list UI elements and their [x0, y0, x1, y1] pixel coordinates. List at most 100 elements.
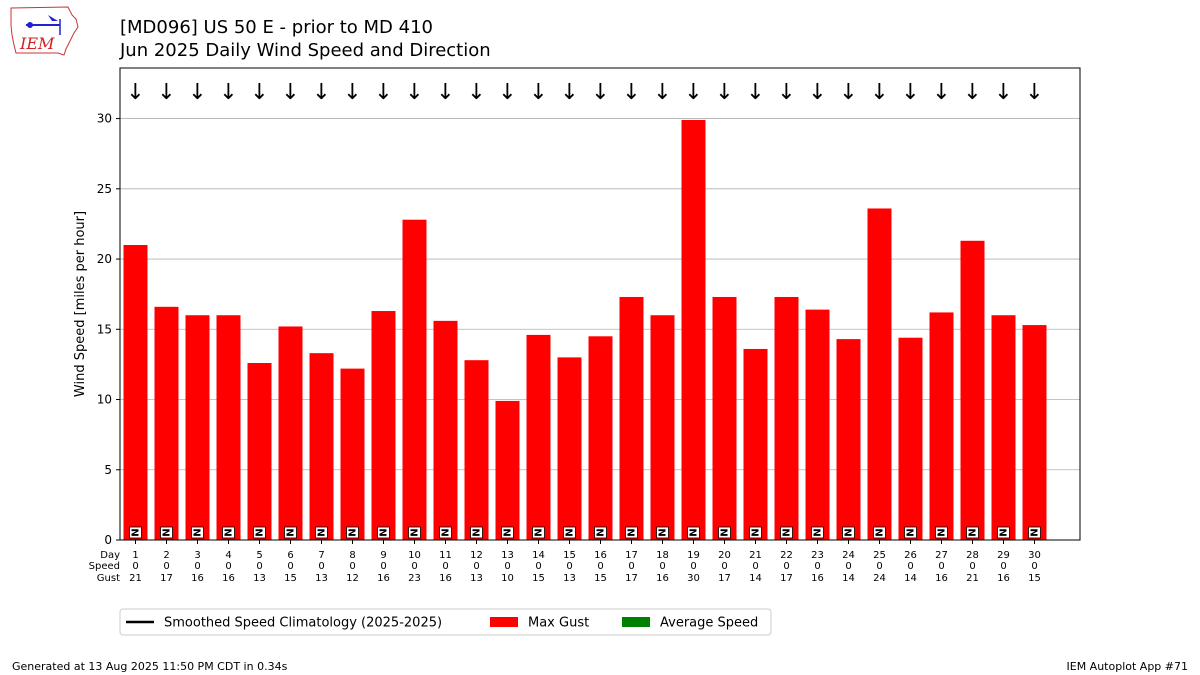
direction-arrow: ↓	[963, 80, 981, 105]
gust-bar	[898, 337, 923, 540]
direction-label: N	[966, 528, 977, 536]
direction-label: N	[315, 528, 326, 536]
day-label: 13	[501, 550, 514, 561]
gust-bar	[836, 339, 861, 540]
direction-arrow: ↓	[343, 80, 361, 105]
speed-label: 0	[566, 561, 572, 572]
gust-label: 16	[997, 573, 1010, 584]
direction-label: N	[780, 528, 791, 536]
y-tick-label: 0	[104, 533, 112, 547]
day-label: 8	[349, 550, 355, 561]
gust-bar	[371, 311, 396, 540]
direction-label: N	[997, 528, 1008, 536]
day-label: 28	[966, 550, 979, 561]
direction-label: N	[191, 528, 202, 536]
speed-label: 0	[721, 561, 727, 572]
day-label: 2	[163, 550, 169, 561]
day-label: 24	[842, 550, 855, 561]
legend-label: Average Speed	[660, 616, 758, 631]
gust-bar	[650, 315, 675, 540]
day-label: 26	[904, 550, 917, 561]
iem-logo: IEM	[10, 6, 79, 56]
gust-bar	[464, 360, 489, 540]
gust-bar	[619, 296, 644, 540]
gust-bar	[309, 353, 334, 540]
gust-label: 16	[935, 573, 948, 584]
direction-box	[377, 526, 390, 539]
gust-label: 15	[532, 573, 545, 584]
gust-bar	[216, 315, 241, 540]
direction-label: N	[625, 528, 636, 536]
direction-box	[253, 526, 266, 539]
gust-label: 17	[718, 573, 731, 584]
direction-box	[439, 526, 452, 539]
direction-arrow: ↓	[498, 80, 516, 105]
direction-label: N	[408, 528, 419, 536]
direction-arrow: ↓	[1025, 80, 1043, 105]
direction-label: N	[873, 528, 884, 536]
gust-bar	[557, 357, 582, 540]
y-tick-label: 5	[104, 463, 112, 477]
direction-arrow: ↓	[622, 80, 640, 105]
gust-label: 16	[439, 573, 452, 584]
direction-arrow: ↓	[436, 80, 454, 105]
day-label: 20	[718, 550, 731, 561]
row-label: Gust	[97, 573, 120, 584]
gust-label: 13	[253, 573, 266, 584]
plot-frame	[119, 67, 1081, 541]
speed-label: 0	[938, 561, 944, 572]
gust-label: 17	[780, 573, 793, 584]
gust-bar	[960, 240, 985, 541]
direction-arrow: ↓	[281, 80, 299, 105]
speed-label: 0	[442, 561, 448, 572]
direction-arrow: ↓	[870, 80, 888, 105]
direction-arrow: ↓	[219, 80, 237, 105]
direction-label: N	[904, 528, 915, 536]
gust-label: 13	[563, 573, 576, 584]
speed-label: 0	[318, 561, 324, 572]
gust-bar	[278, 326, 303, 540]
gust-bar	[433, 320, 458, 540]
legend-label: Max Gust	[528, 616, 589, 631]
gust-label: 12	[346, 573, 359, 584]
day-label: 10	[408, 550, 421, 561]
gust-label: 15	[284, 573, 297, 584]
direction-label: N	[687, 528, 698, 536]
direction-box	[346, 526, 359, 539]
gust-bar	[805, 309, 830, 540]
day-label: 3	[194, 550, 200, 561]
gust-bar	[340, 368, 365, 540]
direction-label: N	[470, 528, 481, 536]
speed-label: 0	[194, 561, 200, 572]
direction-label: N	[253, 528, 264, 536]
speed-label: 0	[814, 561, 820, 572]
gust-label: 16	[656, 573, 669, 584]
day-label: 17	[625, 550, 638, 561]
y-tick-label: 10	[97, 393, 112, 407]
y-tick-label: 15	[97, 322, 112, 336]
gust-bar	[495, 400, 520, 540]
gust-bar	[588, 336, 613, 540]
day-label: 29	[997, 550, 1010, 561]
day-label: 23	[811, 550, 824, 561]
gust-bar	[123, 245, 148, 540]
gust-bar	[712, 296, 737, 540]
direction-box	[780, 526, 793, 539]
gust-bar	[185, 315, 210, 540]
speed-label: 0	[752, 561, 758, 572]
direction-box	[1028, 526, 1041, 539]
direction-box	[532, 526, 545, 539]
day-label: 12	[470, 550, 483, 561]
direction-arrow: ↓	[901, 80, 919, 105]
direction-box	[315, 526, 328, 539]
speed-label: 0	[876, 561, 882, 572]
row-label: Day	[100, 550, 120, 561]
gust-label: 10	[501, 573, 514, 584]
day-label: 18	[656, 550, 669, 561]
gust-label: 14	[749, 573, 762, 584]
speed-label: 0	[380, 561, 386, 572]
direction-box	[687, 526, 700, 539]
gust-label: 23	[408, 573, 421, 584]
direction-label: N	[811, 528, 822, 536]
